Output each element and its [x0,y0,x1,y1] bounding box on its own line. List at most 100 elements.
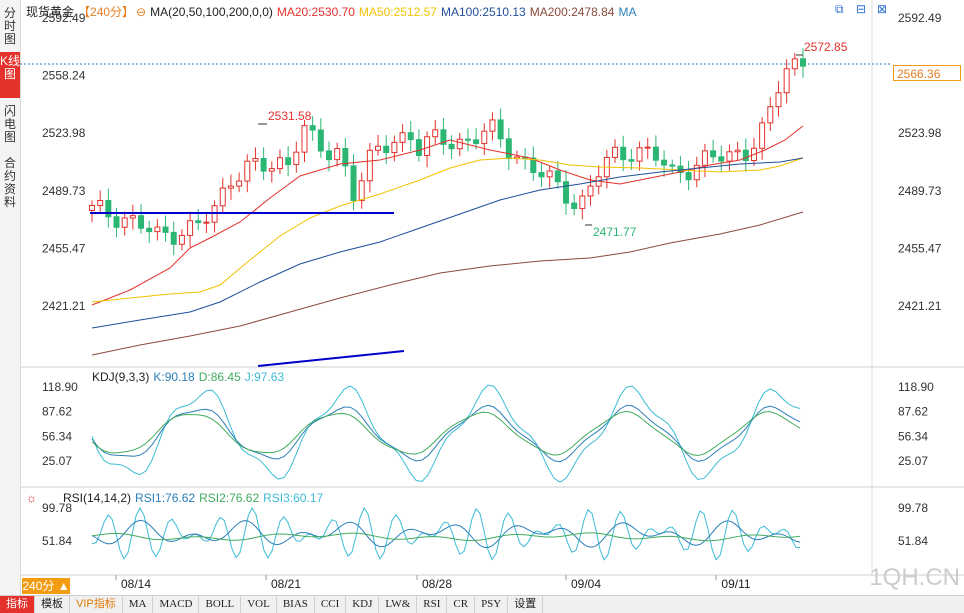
rsi3-value: RSI3:60.17 [263,491,324,505]
candle-body [187,220,194,236]
candle-body [375,145,382,151]
rsi1-value: RSI1:76.62 [135,491,196,505]
kdj-tick-right: 118.90 [898,380,934,394]
candle-body [129,215,136,219]
toolbar-item-1[interactable]: 模板 [35,596,70,613]
candle-body [383,145,390,154]
candle-body [505,138,512,160]
candle-body [334,147,341,161]
candle-body [227,185,234,189]
settings-circle-icon[interactable]: ⊖ [136,5,147,19]
rsi-tick-left: 51.84 [42,534,72,548]
candle-body [563,181,569,204]
kdj-title: KDJ(9,3,3) [92,370,150,384]
candle-body [105,200,112,218]
candle-body [579,195,586,209]
toolbar-item-4[interactable]: MACD [153,596,200,613]
candle-body [530,157,537,174]
rsi2-line [91,519,801,549]
date-label: 08/21 [271,577,301,591]
candle-body [612,146,619,158]
kdj-tick-right: 56.34 [898,429,928,443]
toolbar-item-14[interactable]: 设置 [508,596,544,613]
candle-body [260,158,267,172]
rsi2-value: RSI2:76.62 [199,491,260,505]
candle-body [718,156,725,162]
candle-body [571,202,578,209]
candle-body [767,106,774,124]
high-annotation: 2572.85 [804,40,848,54]
candle-body [661,159,668,166]
price-tick-left: 2558.24 [42,69,86,83]
chart-area: 2592.492592.492558.242558.242523.982523.… [20,0,964,596]
candle-body [759,122,766,149]
sun-icon[interactable]: ☼ [26,491,37,505]
close-icon[interactable]: ⊠ [877,2,888,16]
kdj-d-line [91,410,801,457]
toolbar-item-10[interactable]: LW& [379,596,418,613]
chart-svg[interactable]: 2592.492592.492558.242558.242523.982523.… [20,0,964,596]
toolbar-item-6[interactable]: VOL [241,596,277,613]
toolbar-item-13[interactable]: PSY [475,596,509,613]
period-selector[interactable]: 240分 ▲ [22,578,70,594]
candle-body [538,172,545,178]
candle-body [97,200,104,206]
rsi-title: RSI(14,14,2) [63,491,132,505]
candle-body [587,185,594,197]
kdj-tick-left: 87.62 [42,405,72,419]
mid-high-annotation: 2531.58 [268,109,312,123]
candle-body [497,119,504,140]
candle-body [285,157,292,166]
toolbar-item-8[interactable]: CCI [315,596,347,613]
toolbar-item-3[interactable]: MA [123,596,154,613]
candle-body [726,151,733,162]
candle-body [742,149,749,161]
toolbar-item-11[interactable]: RSI [417,596,448,613]
candle-body [326,150,332,161]
restore-icon[interactable]: ⧉ [835,2,844,16]
tab-lightning[interactable]: 闪电图 [3,104,16,144]
watermark-text: 1QH.CN [869,564,960,591]
candle-body [293,151,300,166]
toolbar-item-12[interactable]: CR [447,596,476,613]
kdj-k-value: K:90.18 [153,370,195,384]
rsi-tick-right: 51.84 [898,534,928,548]
kdj-tick-right: 87.62 [898,405,928,419]
price-tick-right: 2421.21 [898,299,942,313]
date-label: 09/04 [571,577,601,591]
kdj-j-line [91,384,801,483]
candle-body [783,68,790,94]
price-tick-left: 2523.98 [42,126,86,140]
kdj-tick-left: 118.90 [42,380,78,394]
price-tick-left: 2421.21 [42,299,86,313]
minimize-icon[interactable]: ⊟ [856,2,867,16]
ma-legend: 现货黄金 【240分】 ⊖ MA(20,50,100,200,0,0) MA20:253… [26,3,640,20]
toolbar-item-7[interactable]: BIAS [277,596,315,613]
toolbar-item-9[interactable]: KDJ [346,596,380,613]
toolbar-item-0[interactable]: 指标 [0,596,35,613]
toolbar-item-5[interactable]: BOLL [199,596,242,613]
ma100-value: MA100:2510.13 [440,5,526,19]
period-label[interactable]: 【240分】 [78,5,135,19]
candle-body [276,157,283,170]
date-label: 09/11 [721,577,750,591]
toolbar-item-2[interactable]: VIP指标 [70,596,123,613]
ma100-line [91,157,804,329]
candle-body [791,58,798,70]
candle-body [244,160,251,182]
candle-body [448,143,455,150]
ma-label[interactable]: MA [618,5,637,19]
tab-timeshare[interactable]: 分时图 [3,6,16,46]
kdj-d-value: D:86.45 [198,370,241,384]
kdj-tick-left: 25.07 [42,454,72,468]
candle-body [309,125,316,131]
candle-body [652,146,659,161]
candle-body [301,125,308,153]
tab-contract-info[interactable]: 合约资料 [3,156,16,209]
price-tick-right: 2489.73 [898,184,942,198]
price-tick-right: 2523.98 [898,126,942,140]
candle-body [432,129,439,138]
tab-kline[interactable]: K线图 [0,52,20,98]
candle-body [440,129,447,145]
rsi-legend: ☼ RSI(14,14,2) RSI1:76.62 RSI2:76.62 RSI3:60… [26,491,327,505]
